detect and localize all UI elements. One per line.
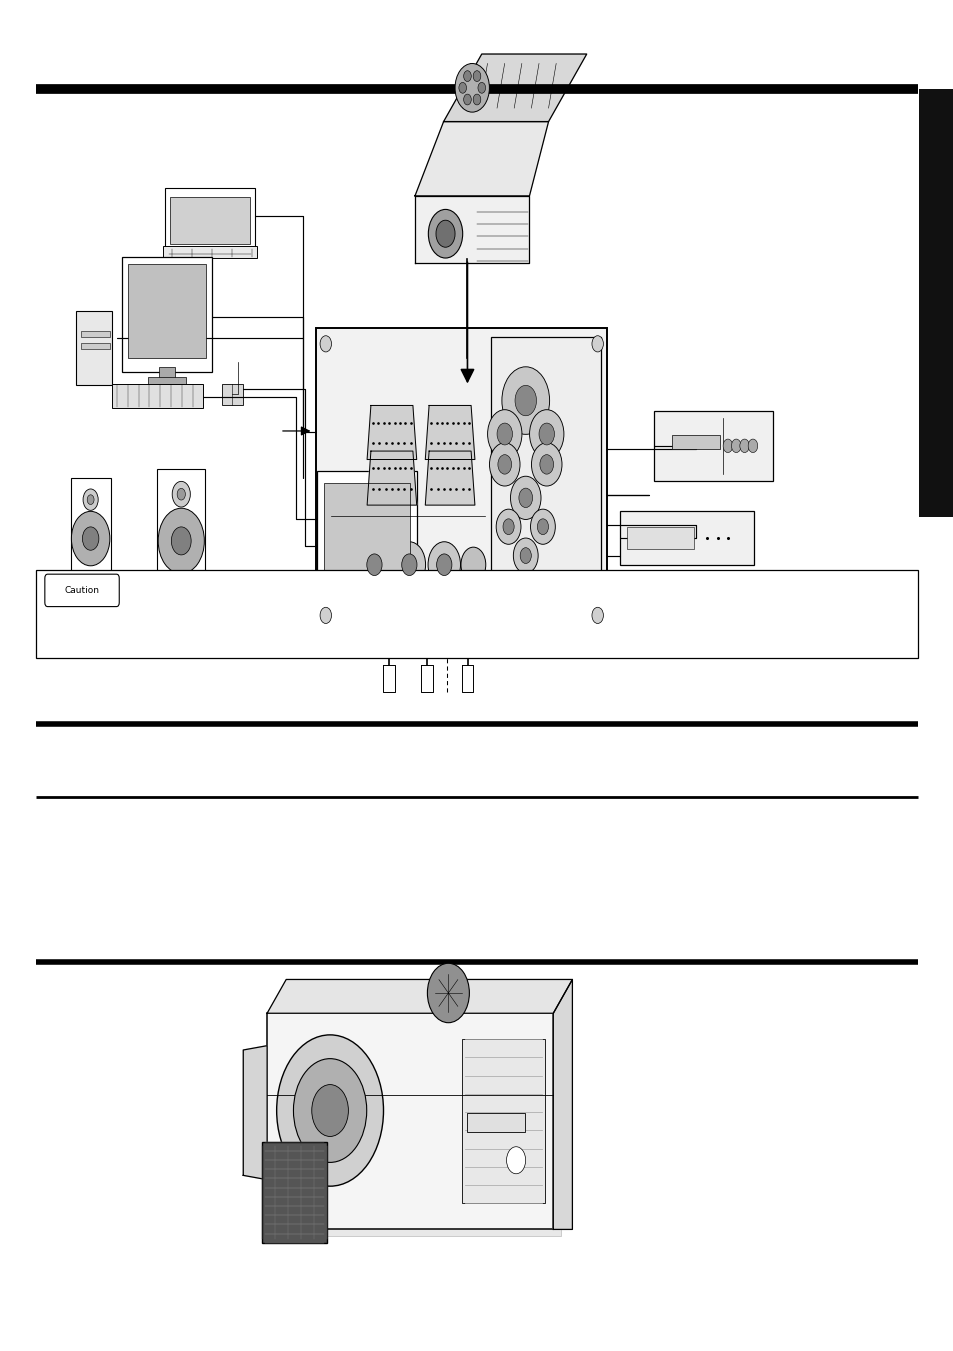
Circle shape xyxy=(83,489,98,511)
Bar xyxy=(274,1020,560,1236)
Circle shape xyxy=(519,547,531,563)
Bar xyxy=(148,377,186,385)
Circle shape xyxy=(158,508,204,574)
Circle shape xyxy=(177,488,185,500)
Circle shape xyxy=(401,554,416,576)
Bar xyxy=(76,311,112,385)
Circle shape xyxy=(530,509,555,544)
Bar xyxy=(80,331,110,338)
Circle shape xyxy=(529,409,563,458)
Circle shape xyxy=(739,439,748,453)
Circle shape xyxy=(510,477,540,519)
Polygon shape xyxy=(553,979,572,1229)
Bar xyxy=(316,328,607,632)
Bar xyxy=(112,384,203,408)
Bar xyxy=(262,1142,327,1243)
Circle shape xyxy=(463,95,471,105)
Circle shape xyxy=(436,554,452,576)
Circle shape xyxy=(497,455,511,474)
Polygon shape xyxy=(243,1046,267,1179)
Circle shape xyxy=(473,95,480,105)
Circle shape xyxy=(320,608,332,624)
FancyBboxPatch shape xyxy=(45,574,119,607)
Circle shape xyxy=(276,1035,383,1186)
Bar xyxy=(324,482,410,571)
Circle shape xyxy=(71,511,110,566)
Circle shape xyxy=(463,70,471,81)
Circle shape xyxy=(515,385,536,416)
Bar xyxy=(164,189,254,250)
Circle shape xyxy=(513,538,537,573)
Circle shape xyxy=(518,488,532,508)
Circle shape xyxy=(477,82,485,93)
Bar xyxy=(80,343,110,349)
Circle shape xyxy=(731,439,740,453)
Polygon shape xyxy=(415,196,529,263)
Bar xyxy=(653,411,772,481)
Circle shape xyxy=(428,209,462,258)
Circle shape xyxy=(487,409,521,458)
Bar xyxy=(316,471,416,582)
Bar xyxy=(122,257,212,372)
Bar xyxy=(163,246,256,258)
Circle shape xyxy=(489,443,519,486)
Bar xyxy=(170,197,250,245)
Bar xyxy=(128,263,206,358)
Circle shape xyxy=(172,481,191,507)
Circle shape xyxy=(87,494,94,504)
Bar xyxy=(36,570,917,658)
Circle shape xyxy=(427,963,469,1023)
Circle shape xyxy=(531,443,561,486)
Bar xyxy=(267,1013,553,1229)
Circle shape xyxy=(82,527,99,550)
Polygon shape xyxy=(415,122,548,196)
Circle shape xyxy=(172,527,191,555)
Circle shape xyxy=(538,423,554,444)
Circle shape xyxy=(496,509,520,544)
Polygon shape xyxy=(443,54,586,122)
Circle shape xyxy=(455,63,489,112)
Circle shape xyxy=(393,542,425,588)
Circle shape xyxy=(591,335,602,351)
Circle shape xyxy=(506,1147,525,1174)
Bar xyxy=(490,336,600,623)
Circle shape xyxy=(294,1059,366,1162)
Bar xyxy=(159,367,174,378)
Bar xyxy=(221,384,242,405)
Polygon shape xyxy=(367,405,416,459)
Text: Caution: Caution xyxy=(65,586,99,594)
Bar xyxy=(467,1113,524,1132)
Circle shape xyxy=(366,554,381,576)
Circle shape xyxy=(357,542,391,588)
Bar xyxy=(461,1039,544,1204)
Bar xyxy=(626,527,693,549)
Circle shape xyxy=(722,439,732,453)
Circle shape xyxy=(473,70,480,81)
Bar xyxy=(671,435,719,450)
Circle shape xyxy=(539,455,553,474)
Circle shape xyxy=(428,542,460,588)
Circle shape xyxy=(458,82,466,93)
Circle shape xyxy=(747,439,757,453)
Bar xyxy=(619,511,753,565)
Circle shape xyxy=(591,608,602,624)
Polygon shape xyxy=(267,979,572,1013)
Circle shape xyxy=(501,367,549,435)
Polygon shape xyxy=(425,405,475,459)
Circle shape xyxy=(537,519,548,535)
Polygon shape xyxy=(367,451,416,505)
Circle shape xyxy=(436,220,455,247)
Polygon shape xyxy=(425,451,475,505)
Bar xyxy=(918,89,953,517)
Circle shape xyxy=(502,519,514,535)
Bar xyxy=(157,469,205,585)
Circle shape xyxy=(312,1085,348,1136)
Circle shape xyxy=(460,547,485,582)
Circle shape xyxy=(497,423,512,444)
Circle shape xyxy=(320,335,332,351)
Bar xyxy=(71,478,111,576)
